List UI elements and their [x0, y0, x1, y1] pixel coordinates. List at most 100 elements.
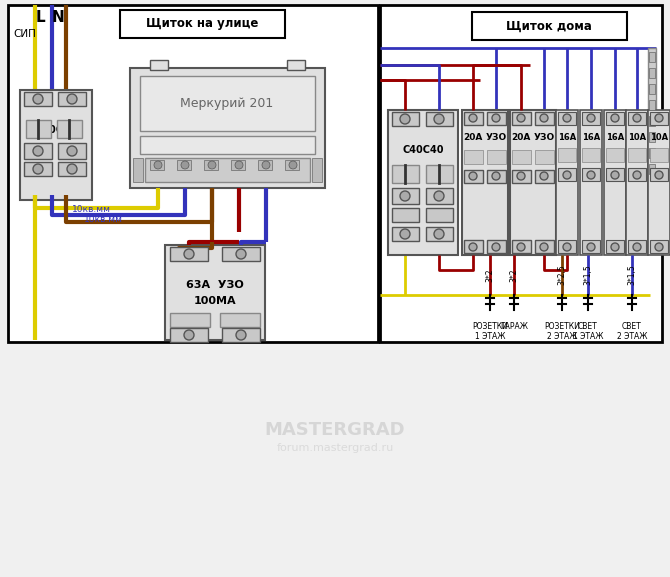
Bar	[392, 227, 419, 241]
Circle shape	[236, 330, 246, 340]
Bar	[512, 170, 531, 183]
Bar	[426, 165, 453, 183]
Text: 20А: 20А	[511, 133, 531, 143]
Bar	[222, 247, 260, 261]
Bar	[426, 112, 453, 126]
Bar	[120, 10, 285, 38]
Circle shape	[517, 172, 525, 180]
Circle shape	[611, 171, 619, 179]
Circle shape	[235, 161, 243, 169]
Text: 16А: 16А	[606, 133, 624, 143]
Circle shape	[400, 229, 410, 239]
Bar	[649, 148, 655, 158]
Text: С50С50: С50С50	[36, 125, 77, 135]
Circle shape	[154, 161, 162, 169]
Bar	[649, 52, 655, 62]
Bar	[231, 160, 245, 170]
Bar	[170, 313, 210, 327]
Bar	[512, 240, 531, 253]
Bar	[150, 60, 168, 70]
Bar	[20, 90, 92, 200]
Text: N: N	[52, 10, 64, 25]
Bar	[626, 110, 648, 255]
Bar	[462, 110, 508, 255]
Bar	[58, 143, 86, 159]
Circle shape	[587, 114, 595, 122]
Circle shape	[611, 243, 619, 251]
Circle shape	[587, 243, 595, 251]
Bar	[464, 170, 483, 183]
Bar	[287, 60, 305, 70]
Circle shape	[563, 243, 571, 251]
Text: 16А: 16А	[582, 133, 600, 143]
Text: 20А: 20А	[464, 133, 482, 143]
Text: 3*1,5: 3*1,5	[584, 265, 592, 286]
Bar	[606, 240, 624, 253]
Bar	[285, 160, 299, 170]
Text: 3*2: 3*2	[509, 268, 519, 282]
Text: С40С40: С40С40	[402, 145, 444, 155]
Text: 3*1,5: 3*1,5	[628, 265, 636, 286]
Bar	[649, 100, 655, 110]
Bar	[582, 112, 600, 125]
Bar	[140, 136, 315, 154]
Bar	[649, 132, 655, 142]
Bar	[24, 92, 52, 106]
Circle shape	[469, 172, 477, 180]
Bar	[58, 162, 86, 176]
Bar	[464, 112, 483, 125]
Bar	[650, 112, 668, 125]
Bar	[426, 227, 453, 241]
Text: Щиток дома: Щиток дома	[506, 20, 592, 32]
Bar	[392, 208, 419, 222]
Bar	[26, 120, 51, 138]
Text: УЗО: УЗО	[485, 133, 507, 143]
Bar	[558, 240, 576, 253]
Circle shape	[587, 171, 595, 179]
Text: СИП: СИП	[13, 29, 36, 39]
Circle shape	[208, 161, 216, 169]
Bar	[426, 188, 453, 204]
Circle shape	[540, 114, 548, 122]
Bar	[204, 160, 218, 170]
Bar	[392, 188, 419, 204]
Circle shape	[33, 146, 43, 156]
Circle shape	[633, 114, 641, 122]
Text: УЗО: УЗО	[533, 133, 555, 143]
Text: MASTERGRAD: MASTERGRAD	[265, 421, 405, 439]
Text: СВЕТ
1 ЭТАЖ: СВЕТ 1 ЭТАЖ	[573, 322, 603, 342]
Text: 63А  УЗО: 63А УЗО	[186, 280, 244, 290]
Bar	[628, 240, 646, 253]
Circle shape	[655, 171, 663, 179]
Bar	[558, 148, 576, 162]
Bar	[604, 110, 626, 255]
Bar	[177, 160, 191, 170]
Bar	[606, 168, 624, 181]
Bar	[512, 150, 531, 164]
Bar	[388, 110, 458, 255]
Bar	[487, 240, 506, 253]
Bar	[24, 162, 52, 176]
Bar	[150, 160, 164, 170]
Bar	[464, 240, 483, 253]
Bar	[487, 170, 506, 183]
Circle shape	[492, 243, 500, 251]
Bar	[556, 110, 578, 255]
Bar	[220, 313, 260, 327]
Bar	[628, 112, 646, 125]
Bar	[649, 116, 655, 126]
Bar	[464, 150, 483, 164]
Circle shape	[633, 243, 641, 251]
Circle shape	[67, 94, 77, 104]
Circle shape	[563, 114, 571, 122]
Bar	[392, 112, 419, 126]
Bar	[535, 112, 554, 125]
Bar	[170, 328, 208, 342]
Bar	[130, 68, 325, 188]
Bar	[512, 112, 531, 125]
Bar	[582, 240, 600, 253]
Bar	[58, 92, 86, 106]
Text: РОЗЕТКИ
2 ЭТАЖ: РОЗЕТКИ 2 ЭТАЖ	[544, 322, 580, 342]
Circle shape	[33, 164, 43, 174]
Text: 10кв.мм: 10кв.мм	[84, 215, 123, 224]
